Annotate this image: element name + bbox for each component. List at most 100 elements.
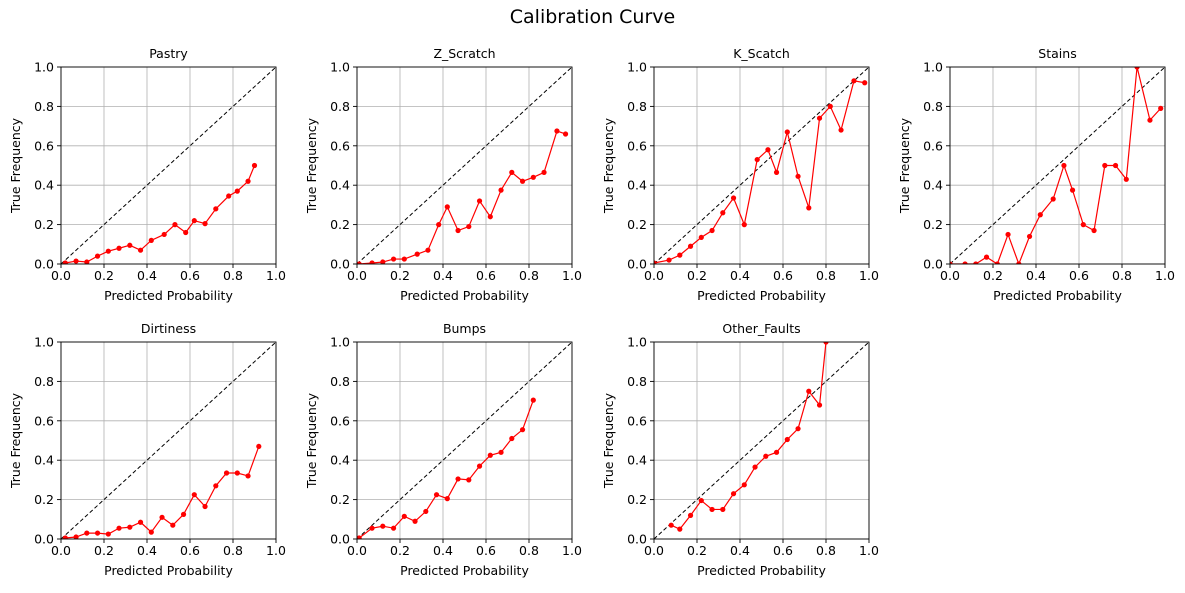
y-tick-label: 0.4 [330, 453, 350, 468]
data-point [519, 427, 526, 433]
x-tick-label: 0.6 [180, 543, 200, 558]
data-point [1061, 162, 1067, 169]
data-point [1158, 105, 1164, 111]
data-point [202, 221, 208, 227]
data-point [476, 463, 483, 469]
x-axis-label: Predicted Probability [697, 288, 826, 303]
data-point [425, 247, 431, 253]
y-tick-label: 0.4 [627, 453, 647, 468]
y-axis-label: True Frequency [601, 117, 616, 214]
x-tick-label: 0.8 [519, 268, 539, 283]
data-point [161, 231, 167, 238]
data-point [741, 482, 747, 488]
reference-diagonal-line [653, 66, 870, 265]
data-point [234, 188, 240, 194]
axes-frame [60, 341, 277, 540]
data-point [654, 260, 657, 264]
data-point [105, 248, 111, 254]
data-point [730, 195, 737, 201]
y-tick-label: 1.0 [34, 60, 54, 75]
data-point [444, 204, 450, 210]
data-point [784, 436, 790, 443]
data-point [1026, 233, 1033, 240]
y-tick-label: 0.2 [627, 217, 647, 232]
data-point [1037, 212, 1043, 218]
data-point [983, 254, 990, 260]
subplot-dirtiness: 0.0 0.2 0.4 0.6 0.8 1.0 0.0 0.2 0.4 0.6 0.8 1.0 Dirt… [8, 321, 286, 578]
data-point [62, 260, 68, 264]
data-point [256, 443, 262, 450]
data-point [251, 162, 258, 169]
data-point [698, 497, 704, 504]
x-tick-label: 0.0 [644, 268, 664, 283]
y-tick-label: 0.4 [627, 178, 647, 193]
y-tick-label: 0.2 [330, 217, 350, 232]
x-tick-label: 0.6 [773, 543, 793, 558]
data-point [1123, 176, 1129, 182]
data-point [554, 128, 560, 134]
data-point [509, 435, 515, 442]
data-point [401, 513, 407, 519]
data-point [433, 492, 440, 498]
data-point [436, 222, 442, 228]
data-point [127, 242, 133, 248]
data-point [973, 261, 979, 264]
data-point [530, 174, 536, 180]
data-point [765, 147, 771, 153]
y-tick-label: 0.4 [330, 178, 350, 193]
data-point [950, 261, 953, 264]
x-tick-label: 1.0 [1155, 268, 1175, 283]
data-point [816, 402, 823, 408]
data-point [455, 476, 461, 482]
y-tick-label: 0.0 [330, 257, 350, 272]
reference-diagonal-line [356, 341, 573, 540]
data-point [401, 256, 407, 262]
subplot-other-faults: 0.0 0.2 0.4 0.6 0.8 1.0 0.0 0.2 0.4 0.6 0.8 1.0 Othe… [601, 321, 879, 578]
data-point [851, 78, 857, 84]
subplot-title: Stains [1038, 46, 1076, 61]
y-tick-label: 0.6 [34, 138, 54, 153]
data-point [369, 525, 375, 531]
x-tick-label: 0.6 [180, 268, 200, 283]
data-point [172, 222, 178, 228]
y-tick-label: 0.0 [330, 532, 350, 547]
data-point [862, 80, 868, 86]
data-point [773, 169, 780, 175]
x-tick-label: 0.6 [773, 268, 793, 283]
y-tick-label: 0.2 [34, 492, 54, 507]
data-point [530, 397, 536, 403]
y-tick-label: 0.8 [923, 99, 943, 114]
y-tick-label: 0.4 [34, 178, 54, 193]
data-point [838, 127, 844, 133]
subplot-z-scratch: 0.0 0.2 0.4 0.6 0.8 1.0 0.0 0.2 0.4 0.6 0.8 1.0 Z_Sc… [304, 46, 582, 303]
subplot-title: K_Scatch [733, 46, 790, 61]
subplot-k-scatch: 0.0 0.2 0.4 0.6 0.8 1.0 0.0 0.2 0.4 0.6 0.8 1.0 K_Sc… [601, 46, 879, 303]
data-point [137, 247, 144, 253]
y-tick-label: 0.4 [923, 178, 943, 193]
data-point [191, 492, 197, 498]
x-tick-label: 0.2 [390, 543, 410, 558]
y-tick-label: 1.0 [923, 60, 943, 75]
data-point [62, 535, 68, 539]
data-point [380, 259, 386, 264]
data-point [148, 529, 154, 535]
x-tick-label: 0.2 [94, 268, 114, 283]
x-tick-label: 0.2 [390, 268, 410, 283]
subplot-stains: 0.0 0.2 0.4 0.6 0.8 1.0 0.0 0.2 0.4 0.6 0.8 1.0 Stai… [897, 46, 1175, 303]
data-point [754, 156, 760, 163]
data-point [509, 169, 515, 175]
x-tick-label: 1.0 [859, 268, 879, 283]
y-tick-label: 1.0 [627, 60, 647, 75]
data-point [414, 251, 420, 257]
series-line [950, 67, 1162, 264]
data-point [444, 496, 450, 502]
y-axis-label: True Frequency [601, 392, 616, 489]
data-point [105, 531, 111, 537]
y-tick-label: 0.2 [627, 492, 647, 507]
subplot-title: Other_Faults [722, 321, 800, 336]
data-point [159, 514, 165, 520]
x-tick-label: 0.4 [1026, 268, 1046, 283]
subplot-title: Bumps [443, 321, 486, 336]
axes-frame [653, 341, 870, 540]
